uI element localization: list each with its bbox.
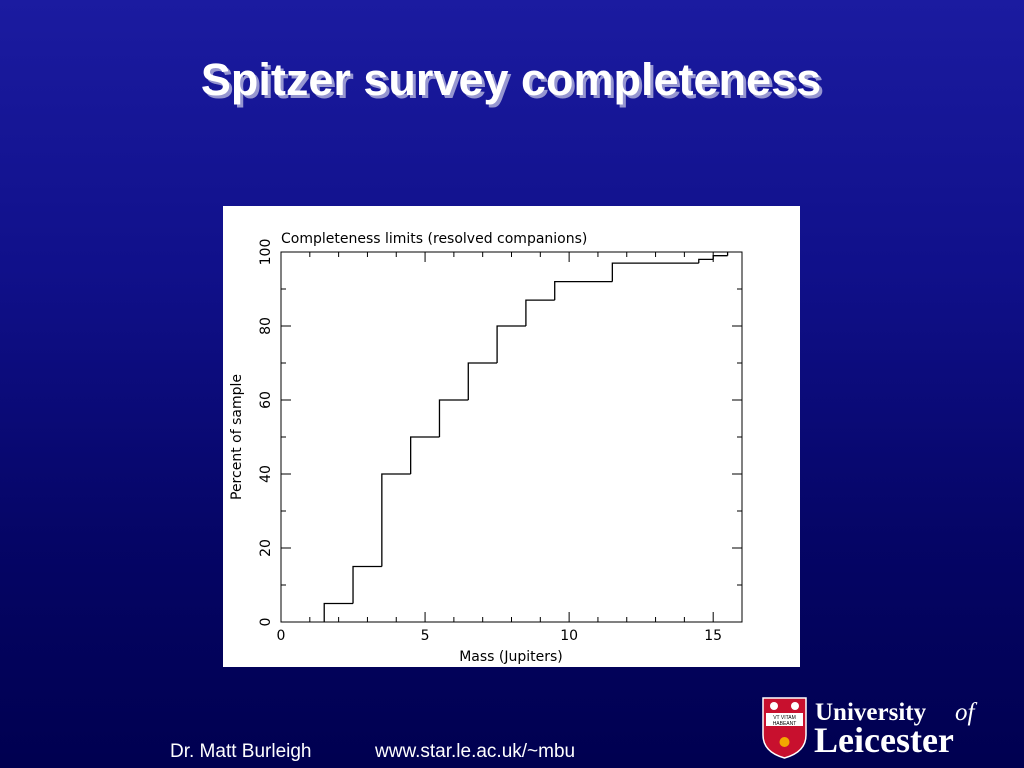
step-segment bbox=[712, 255, 728, 260]
step-segment bbox=[352, 565, 382, 604]
y-tick-label: 80 bbox=[258, 317, 274, 335]
logo-emblem bbox=[779, 737, 790, 747]
footer-author: Dr. Matt Burleigh bbox=[170, 741, 312, 762]
logo-emblem bbox=[791, 702, 799, 710]
step-segment bbox=[611, 262, 699, 282]
step-segment bbox=[410, 436, 440, 474]
step-segment bbox=[554, 280, 613, 301]
logo: VT VITAM HABEANT University of Leicester bbox=[762, 697, 978, 760]
logo-motto: HABEANT bbox=[773, 721, 797, 727]
slide-title: Spitzer survey completeness bbox=[201, 54, 821, 105]
y-tick-label: 100 bbox=[258, 239, 274, 266]
y-tick-label: 60 bbox=[258, 391, 274, 409]
logo-university: University bbox=[815, 699, 927, 726]
x-tick-label: 0 bbox=[277, 628, 286, 644]
logo-motto: VT VITAM bbox=[773, 715, 796, 721]
step-segment bbox=[496, 325, 526, 363]
footer-url: www.star.le.ac.uk/~mbu bbox=[374, 741, 575, 762]
x-tick-label: 10 bbox=[560, 628, 578, 644]
y-tick-label: 0 bbox=[258, 618, 274, 627]
y-tick-label: 40 bbox=[258, 465, 274, 483]
y-axis-label: Percent of sample bbox=[229, 374, 245, 500]
logo-shield bbox=[762, 697, 807, 759]
title-shadow: Spitzer survey completeness bbox=[204, 57, 824, 108]
chart-panel bbox=[223, 206, 800, 667]
step-segment bbox=[381, 473, 411, 567]
step-segment bbox=[698, 258, 714, 264]
logo-of: of bbox=[955, 699, 978, 726]
step-segment bbox=[525, 299, 555, 326]
logo-leicester: Leicester bbox=[814, 720, 954, 760]
chart-title: Completeness limits (resolved companions… bbox=[281, 231, 587, 247]
y-tick-label: 20 bbox=[258, 539, 274, 557]
x-tick-label: 5 bbox=[421, 628, 430, 644]
step-segment bbox=[323, 602, 354, 622]
x-tick-label: 15 bbox=[704, 628, 722, 644]
step-segment bbox=[438, 399, 469, 437]
step-segment bbox=[467, 362, 498, 400]
x-axis-label: Mass (Jupiters) bbox=[459, 649, 563, 665]
logo-band bbox=[766, 713, 803, 726]
logo-emblem bbox=[770, 702, 778, 710]
